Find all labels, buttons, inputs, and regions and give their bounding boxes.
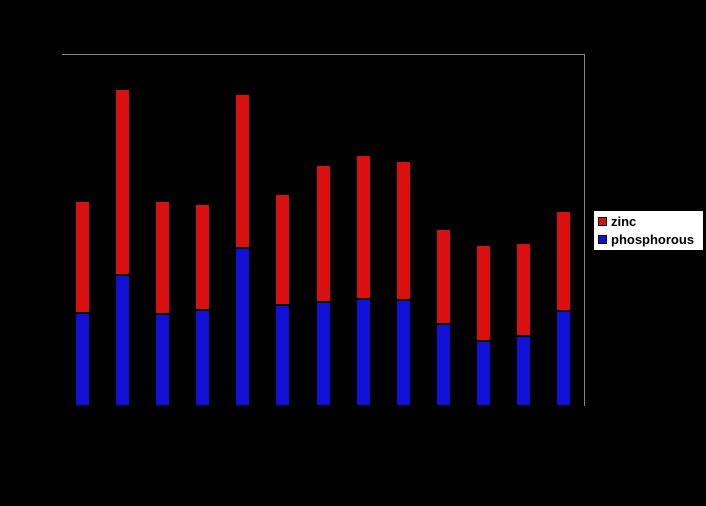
legend: zinc phosphorous — [592, 209, 705, 252]
stacked-bar — [74, 201, 90, 406]
bar-segment-phosphorous — [235, 248, 251, 406]
bar-segment-zinc — [395, 161, 411, 300]
bar-segment-zinc — [516, 243, 532, 336]
bar-segment-zinc — [476, 245, 492, 341]
stacked-bar — [435, 229, 451, 406]
stacked-bar — [516, 243, 532, 406]
bar-segment-phosphorous — [395, 300, 411, 406]
stacked-bar — [476, 245, 492, 406]
bar-segment-phosphorous — [315, 302, 331, 406]
stacked-bar — [154, 201, 170, 406]
stacked-bar — [395, 161, 411, 406]
stacked-bar — [556, 211, 572, 406]
bar-segment-phosphorous — [556, 311, 572, 406]
bar-segment-phosphorous — [154, 314, 170, 406]
bar-segment-zinc — [154, 201, 170, 314]
bar-segment-zinc — [315, 165, 331, 302]
bar-segment-phosphorous — [195, 310, 211, 406]
stacked-bar — [195, 204, 211, 406]
bar-segment-zinc — [114, 89, 130, 275]
bar-segment-phosphorous — [355, 299, 371, 406]
stacked-bar — [114, 89, 130, 406]
bar-segment-zinc — [275, 194, 291, 305]
bar-segment-phosphorous — [114, 275, 130, 406]
phosphorous-swatch-icon — [598, 235, 607, 244]
legend-label-phosphorous: phosphorous — [611, 232, 695, 247]
bar-segment-zinc — [195, 204, 211, 310]
stacked-bar — [355, 155, 371, 406]
bar-segment-zinc — [74, 201, 90, 313]
legend-entry-phosphorous: phosphorous — [598, 232, 703, 247]
stacked-bar — [235, 94, 251, 406]
bar-segment-phosphorous — [275, 305, 291, 406]
stacked-bar — [275, 194, 291, 406]
bar-segment-zinc — [556, 211, 572, 311]
legend-label-zinc: zinc — [611, 214, 637, 229]
legend-entry-zinc: zinc — [598, 214, 703, 229]
bar-segment-phosphorous — [516, 336, 532, 406]
bar-segment-zinc — [235, 94, 251, 248]
stacked-bar — [315, 165, 331, 406]
bar-segment-phosphorous — [74, 313, 90, 406]
plot-area — [62, 54, 585, 406]
bar-segment-zinc — [355, 155, 371, 299]
bar-segment-phosphorous — [435, 324, 451, 406]
zinc-swatch-icon — [598, 217, 607, 226]
bar-segment-zinc — [435, 229, 451, 324]
bar-segment-phosphorous — [476, 341, 492, 406]
